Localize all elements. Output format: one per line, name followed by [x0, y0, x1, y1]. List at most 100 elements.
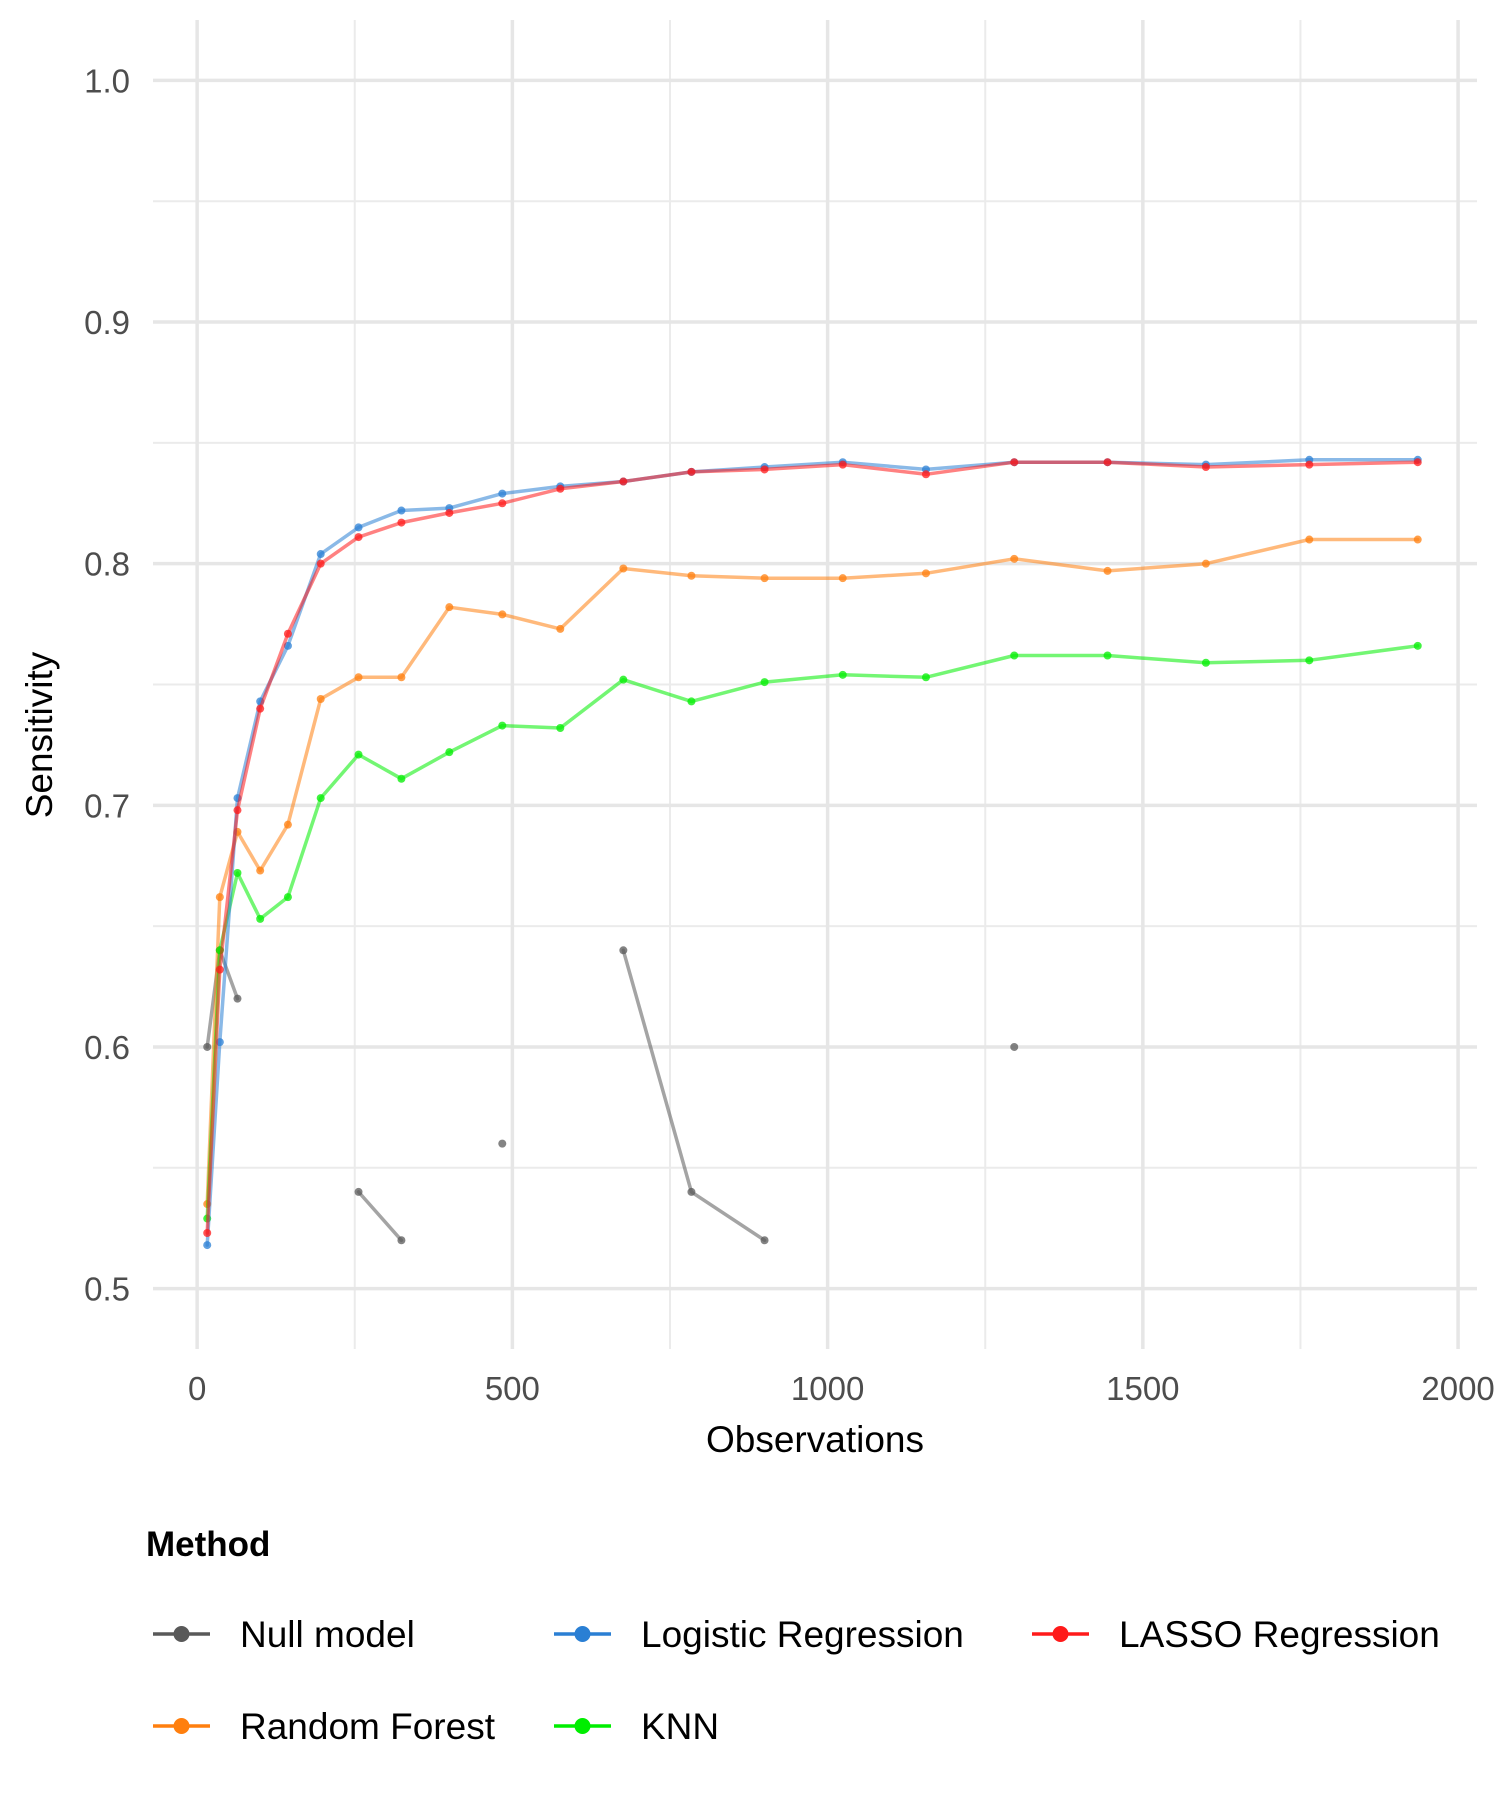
legend-item-null-model: Null model — [153, 1614, 415, 1655]
series-logistic-regression — [203, 455, 1422, 1250]
y-tick-label: 0.5 — [84, 1271, 130, 1308]
data-point — [215, 965, 224, 974]
data-point — [354, 1187, 363, 1196]
legend-label: Logistic Regression — [641, 1614, 964, 1655]
data-point — [445, 748, 454, 757]
x-tick-label: 1500 — [1106, 1370, 1179, 1407]
data-point — [619, 946, 628, 955]
x-axis-ticks: 0 500 1000 1500 2000 — [188, 1370, 1495, 1407]
data-point — [760, 678, 769, 687]
data-point — [1305, 535, 1314, 544]
legend-key-point — [574, 1718, 591, 1734]
series-knn — [203, 641, 1422, 1223]
data-point — [619, 477, 628, 486]
grid — [153, 20, 1477, 1349]
data-point — [1413, 535, 1422, 544]
data-point — [498, 1139, 507, 1148]
data-point — [354, 673, 363, 682]
data-point — [619, 675, 628, 684]
data-point — [397, 518, 406, 527]
data-point — [1010, 458, 1019, 467]
data-point — [1201, 463, 1210, 472]
data-point — [1010, 651, 1019, 660]
y-tick-label: 1.0 — [84, 62, 130, 99]
data-point — [1305, 656, 1314, 665]
data-point — [316, 794, 325, 803]
legend-item-knn: KNN — [554, 1706, 719, 1747]
data-point — [1305, 460, 1314, 469]
legend-key-point — [173, 1626, 190, 1642]
data-point — [1103, 566, 1112, 575]
data-point — [256, 914, 265, 923]
data-point — [397, 774, 406, 783]
x-tick-label: 500 — [485, 1370, 540, 1407]
y-axis-title: Sensitivity — [19, 651, 60, 818]
data-point — [233, 994, 242, 1003]
y-tick-label: 0.8 — [84, 546, 130, 583]
series-line — [356, 1190, 404, 1243]
data-point — [921, 673, 930, 682]
data-point — [687, 1187, 696, 1196]
data-point — [1201, 658, 1210, 667]
series-random-forest — [203, 535, 1422, 1209]
data-point — [556, 723, 565, 732]
data-point — [445, 603, 454, 612]
data-point — [397, 1236, 406, 1245]
data-point — [354, 523, 363, 532]
x-tick-label: 0 — [188, 1370, 206, 1407]
legend-item-logistic-regression: Logistic Regression — [554, 1614, 964, 1655]
data-point — [203, 1229, 212, 1238]
data-point — [316, 559, 325, 568]
series-lasso-regression — [203, 458, 1422, 1238]
data-point — [316, 550, 325, 559]
data-point — [256, 866, 265, 875]
data-point — [316, 694, 325, 703]
series-line — [205, 644, 1420, 1221]
legend-item-lasso-regression: LASSO Regression — [1032, 1614, 1440, 1655]
data-point — [556, 484, 565, 493]
data-point — [498, 489, 507, 498]
data-point — [838, 460, 847, 469]
legend-key-point — [1052, 1626, 1069, 1642]
data-point — [1413, 641, 1422, 650]
y-tick-label: 0.7 — [84, 787, 130, 824]
data-point — [498, 610, 507, 619]
data-point — [921, 569, 930, 578]
data-point — [760, 465, 769, 474]
legend-item-random-forest: Random Forest — [153, 1706, 496, 1747]
data-point — [921, 470, 930, 479]
data-point — [1201, 559, 1210, 568]
data-point — [233, 806, 242, 815]
data-point — [397, 673, 406, 682]
data-point — [215, 893, 224, 902]
x-tick-label: 1000 — [791, 1370, 864, 1407]
data-point — [838, 574, 847, 583]
data-point — [283, 629, 292, 638]
legend: Null model Logistic Regression LASSO Regre… — [153, 1614, 1440, 1747]
data-point — [760, 574, 769, 583]
data-point — [1103, 651, 1112, 660]
data-point — [283, 893, 292, 902]
data-point — [233, 868, 242, 877]
series-line — [621, 948, 767, 1243]
data-point — [354, 533, 363, 542]
data-point — [1010, 554, 1019, 563]
series-null-model — [203, 946, 1019, 1245]
data-point — [687, 467, 696, 476]
data-point — [498, 721, 507, 730]
data-point — [687, 571, 696, 580]
data-point — [283, 820, 292, 829]
data-point — [203, 1241, 212, 1250]
data-point — [397, 506, 406, 515]
data-point — [687, 697, 696, 706]
data-point — [1413, 458, 1422, 467]
series-lines — [203, 455, 1422, 1250]
legend-key-point — [574, 1626, 591, 1642]
y-axis-ticks: 0.5 0.6 0.7 0.8 0.9 1.0 — [84, 62, 130, 1307]
legend-label: Null model — [240, 1614, 415, 1655]
data-point — [1010, 1042, 1019, 1051]
data-point — [619, 564, 628, 573]
legend-label: Random Forest — [240, 1706, 496, 1747]
data-point — [445, 508, 454, 517]
